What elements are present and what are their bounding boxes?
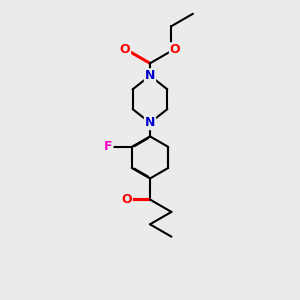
Text: O: O xyxy=(121,193,132,206)
Text: N: N xyxy=(145,69,155,82)
Text: O: O xyxy=(119,43,130,56)
Text: O: O xyxy=(170,43,181,56)
Text: F: F xyxy=(104,140,112,153)
Text: N: N xyxy=(145,116,155,129)
